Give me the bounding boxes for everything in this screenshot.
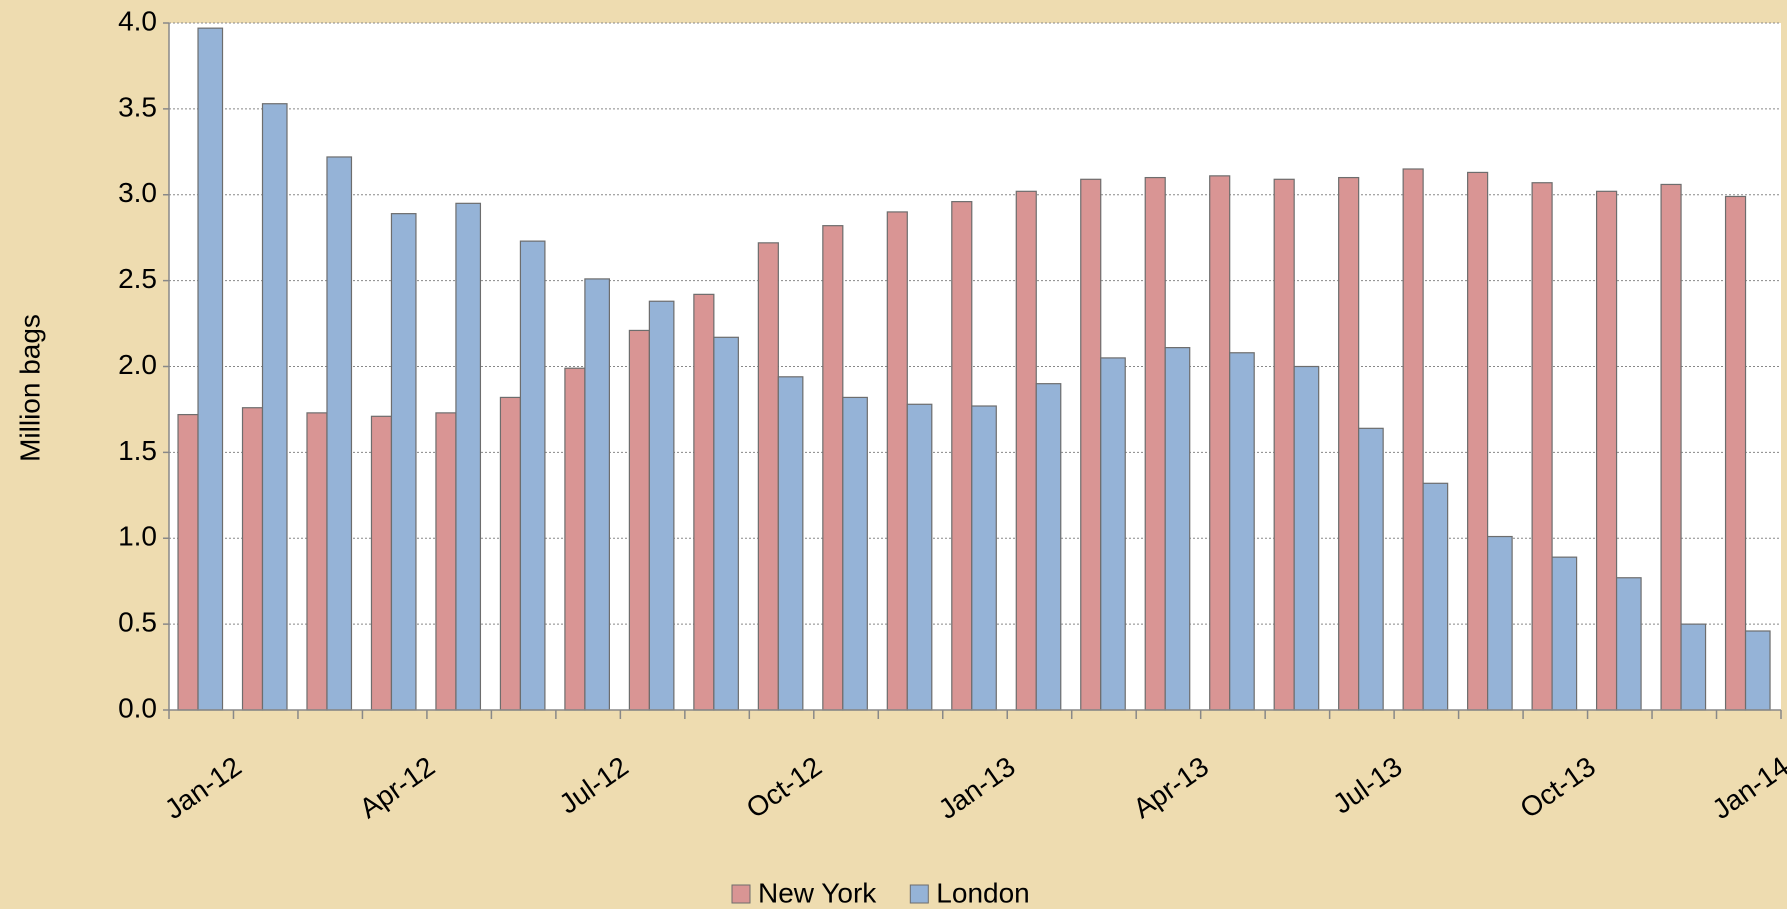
bar [842,396,868,711]
bar [306,412,328,711]
bar [197,27,224,711]
bar [241,407,264,711]
y-tick-label: 2.0 [118,349,157,380]
y-tick-label: 1.0 [118,521,157,552]
bar [648,300,675,711]
x-tick-label: Oct-12 [741,751,828,825]
bar [519,240,546,711]
y-tick-label: 0.0 [118,692,157,723]
bar [1531,182,1553,711]
bar [584,278,610,711]
x-tick-label: Jan-12 [159,751,247,826]
bar [1615,577,1642,711]
x-tick-label: Jan-14 [1707,751,1787,826]
bar [628,329,650,711]
bar [261,103,288,711]
bar [1551,556,1578,711]
bar [370,415,393,711]
bar [1293,365,1320,711]
y-tick-label: 3.0 [118,177,157,208]
bar [1487,535,1513,711]
legend-label: New York [758,877,877,908]
x-tick-label: Apr-12 [354,751,441,825]
bar [1467,171,1489,711]
bar [1338,176,1360,711]
bar [326,156,353,711]
x-tick-label: Jul-13 [1327,751,1407,820]
bar [1015,190,1037,711]
bar [1358,427,1384,711]
y-tick-label: 4.0 [118,5,157,36]
y-tick-label: 2.5 [118,263,157,294]
bar [1080,178,1102,711]
bar [1100,357,1126,711]
x-tick-label: Oct-13 [1514,751,1601,825]
legend-swatch [731,884,751,904]
bar [1164,347,1191,711]
bar [822,225,844,711]
bar [564,367,586,711]
bar [1422,482,1449,711]
bar [1144,176,1166,711]
bar [713,336,739,711]
bar [1229,352,1255,711]
y-tick-label: 3.5 [118,91,157,122]
bar [757,242,779,711]
bar [455,202,482,711]
bar [1660,183,1682,711]
bar [693,293,715,711]
bar [1402,168,1424,711]
y-tick-label: 0.5 [118,607,157,638]
bar [1035,383,1062,711]
legend-swatch [909,884,929,904]
bar [177,413,199,711]
y-tick-label: 1.5 [118,435,157,466]
bar [951,201,973,711]
bar [906,403,933,711]
bar [777,376,804,711]
bar [390,213,417,711]
y-axis-label: Million bags [14,314,45,462]
bar [971,405,997,711]
bar [1724,195,1747,711]
x-tick-label: Jul-12 [554,751,634,820]
bar [1595,190,1618,711]
bar [1744,630,1771,711]
x-tick-label: Jan-13 [933,751,1021,826]
bar [1209,175,1231,711]
bar [886,211,908,711]
x-tick-label: Apr-13 [1127,751,1214,825]
bar [435,412,457,711]
bar [1680,623,1707,711]
bar [499,396,522,711]
bar [1273,178,1295,711]
legend-label: London [936,877,1029,908]
